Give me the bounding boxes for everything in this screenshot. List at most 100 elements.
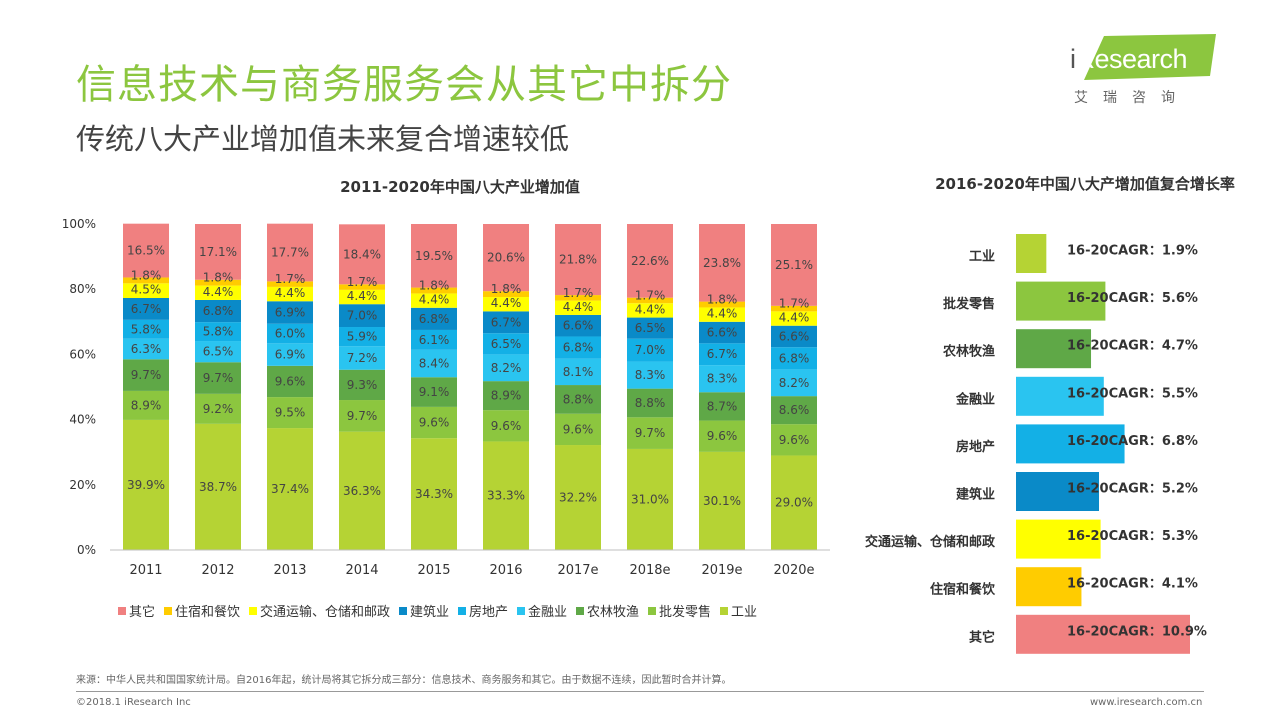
- data-label: 9.7%: [635, 426, 666, 440]
- data-label: 8.2%: [779, 376, 810, 390]
- bar-segment: [483, 410, 529, 442]
- data-label: 6.5%: [491, 337, 522, 351]
- cagr-bar: [1016, 472, 1100, 511]
- website-link[interactable]: www.iresearch.com.cn: [1090, 697, 1203, 708]
- cagr-bar: [1016, 614, 1190, 654]
- cagr-category-label: 住宿和餐饮: [930, 582, 996, 598]
- cagr-category-label: 交通运输、仓储和邮政: [865, 534, 996, 550]
- bar-segment: [195, 423, 241, 550]
- data-label: 9.2%: [203, 402, 234, 416]
- data-label: 6.8%: [203, 304, 234, 318]
- bar-segment: [699, 307, 745, 322]
- bar-segment: [483, 441, 529, 550]
- bar-segment: [627, 224, 673, 298]
- y-tick-label: 0%: [77, 543, 96, 557]
- page-title: 信息技术与商务服务会从其它中拆分: [76, 62, 732, 108]
- cagr-value-label: 16-20CAGR：5.6%: [1067, 291, 1198, 306]
- x-tick-label: 2015: [417, 563, 450, 578]
- bar-segment: [555, 295, 601, 301]
- data-label: 8.7%: [707, 399, 738, 413]
- data-label: 1.7%: [635, 288, 666, 302]
- bar-segment: [267, 343, 313, 366]
- bar-segment: [699, 224, 745, 302]
- data-label: 9.6%: [275, 374, 306, 388]
- data-label: 8.6%: [779, 403, 810, 417]
- legend-swatch: [517, 607, 525, 615]
- data-label: 5.9%: [347, 330, 378, 344]
- data-label: 9.6%: [491, 419, 522, 433]
- bar-segment: [555, 314, 601, 337]
- x-tick-label: 2013: [273, 563, 306, 578]
- bar-segment: [339, 304, 385, 328]
- data-label: 6.6%: [707, 326, 738, 340]
- data-label: 4.4%: [491, 296, 522, 310]
- bar-segment: [411, 377, 457, 407]
- bar-segment: [195, 224, 241, 280]
- data-label: 4.4%: [635, 302, 666, 316]
- data-label: 1.7%: [779, 297, 810, 311]
- bar-segment: [123, 283, 169, 299]
- cagr-category-label: 批发零售: [943, 296, 995, 312]
- cagr-category-label: 工业: [969, 249, 995, 265]
- legend-swatch: [164, 607, 172, 615]
- bar-segment: [195, 279, 241, 286]
- bar-segment: [483, 381, 529, 411]
- data-label: 8.8%: [563, 392, 594, 406]
- legend-label: 农林牧渔: [587, 605, 639, 620]
- bar-segment: [627, 338, 673, 362]
- y-tick-label: 60%: [69, 347, 96, 361]
- data-label: 6.6%: [563, 319, 594, 333]
- legend-label: 建筑业: [410, 604, 449, 620]
- data-label: 4.5%: [131, 283, 162, 297]
- page-subtitle: 传统八大产业增加值未来复合增速较低: [76, 122, 570, 156]
- data-label: 37.4%: [271, 482, 309, 496]
- bar-segment: [699, 420, 745, 452]
- data-label: 19.5%: [415, 249, 453, 263]
- data-label: 9.6%: [707, 429, 738, 443]
- bar-segment: [123, 359, 169, 391]
- bar-segment: [195, 393, 241, 424]
- data-label: 9.3%: [347, 378, 378, 392]
- bar-segment: [339, 431, 385, 550]
- data-label: 9.7%: [131, 368, 162, 382]
- cagr-category-label: 金融业: [955, 391, 995, 407]
- cagr-bar: [1016, 567, 1082, 607]
- y-tick-label: 40%: [69, 413, 96, 427]
- bar-segment: [771, 325, 817, 348]
- logo-cn-text: 艾瑞咨询: [1074, 90, 1190, 106]
- data-label: 8.8%: [635, 396, 666, 410]
- bar-segment: [411, 349, 457, 378]
- bar-segment: [771, 369, 817, 397]
- data-label: 4.4%: [419, 293, 450, 307]
- bar-segment: [267, 365, 313, 398]
- bar-segment: [627, 303, 673, 318]
- bar-segment: [555, 445, 601, 550]
- data-label: 34.3%: [415, 487, 453, 501]
- bar-segment: [411, 307, 457, 330]
- data-label: 6.7%: [707, 347, 738, 361]
- cagr-category-label: 其它: [969, 629, 995, 645]
- cagr-value-label: 16-20CAGR：6.8%: [1067, 434, 1198, 449]
- bar-segment: [771, 455, 817, 550]
- legend-label: 金融业: [528, 604, 567, 620]
- legend-label: 交通运输、仓储和邮政: [260, 604, 390, 620]
- bar-segment: [411, 293, 457, 308]
- x-tick-label: 2019e: [701, 563, 742, 578]
- data-label: 6.0%: [275, 327, 306, 341]
- data-label: 25.1%: [775, 258, 813, 272]
- data-label: 9.1%: [419, 385, 450, 399]
- legend-swatch: [118, 607, 126, 615]
- data-label: 8.3%: [707, 372, 738, 386]
- bar-segment: [195, 341, 241, 363]
- data-label: 1.8%: [131, 268, 162, 282]
- bar-segment: [627, 317, 673, 339]
- bar-segment: [411, 329, 457, 350]
- bar-segment: [699, 301, 745, 308]
- cagr-value-label: 16-20CAGR：4.7%: [1067, 339, 1198, 354]
- legend-swatch: [249, 607, 257, 615]
- cagr-bar: [1016, 329, 1092, 369]
- bar-segment: [339, 346, 385, 370]
- bar-segment: [627, 361, 673, 389]
- data-label: 6.8%: [779, 351, 810, 365]
